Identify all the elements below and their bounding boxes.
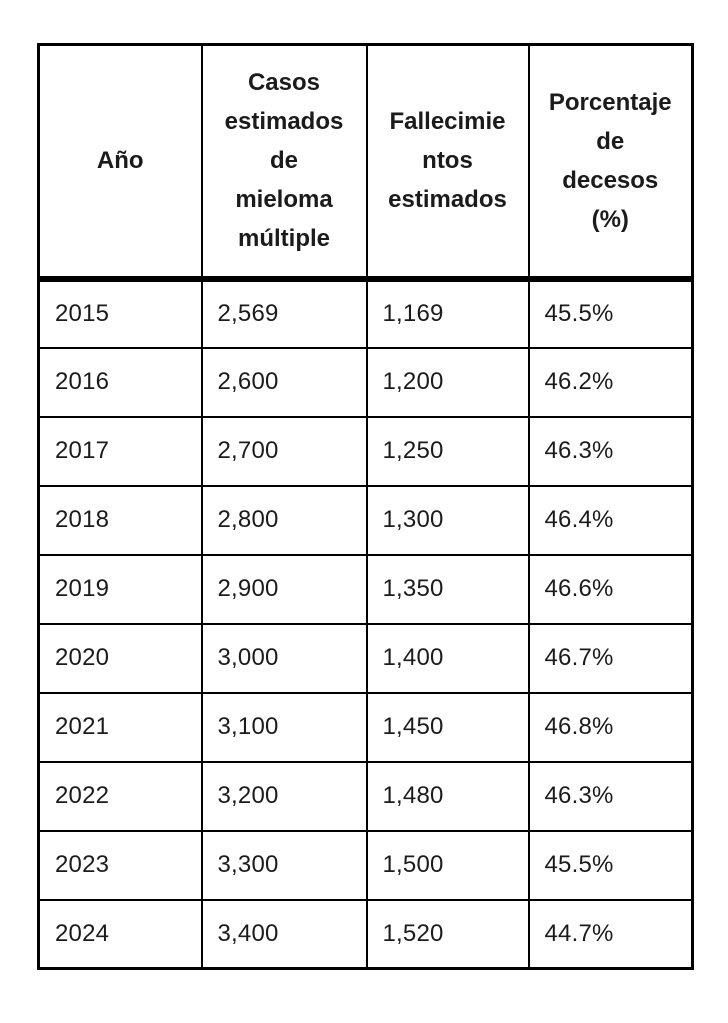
table-row: 2024 3,400 1,520 44.7% (37, 898, 694, 970)
cell-cases: 2,900 (200, 553, 368, 625)
cell-pct: 46.3% (527, 760, 694, 832)
cell-pct: 46.7% (527, 622, 694, 694)
col-header-estimated-cases: Casos estimados de mieloma múltiple (200, 43, 368, 282)
cell-deaths: 1,400 (365, 622, 530, 694)
cell-deaths: 1,520 (365, 898, 530, 970)
cell-cases: 2,600 (200, 346, 368, 418)
cell-pct: 46.6% (527, 553, 694, 625)
cell-deaths: 1,169 (365, 277, 530, 349)
table-row: 2020 3,000 1,400 46.7% (37, 622, 694, 694)
table-row: 2015 2,569 1,169 45.5% (37, 277, 694, 349)
table-row: 2019 2,900 1,350 46.6% (37, 553, 694, 625)
cell-cases: 3,200 (200, 760, 368, 832)
col-header-estimated-deaths: Fallecimie ntos estimados (365, 43, 530, 282)
cell-deaths: 1,350 (365, 553, 530, 625)
cell-deaths: 1,250 (365, 415, 530, 487)
cell-year: 2015 (37, 277, 203, 349)
myeloma-statistics-table: Año Casos estimados de mieloma múltiple … (37, 43, 694, 970)
cell-pct: 46.3% (527, 415, 694, 487)
cell-cases: 3,300 (200, 829, 368, 901)
cell-year: 2019 (37, 553, 203, 625)
cell-pct: 46.4% (527, 484, 694, 556)
table-row: 2017 2,700 1,250 46.3% (37, 415, 694, 487)
cell-year: 2016 (37, 346, 203, 418)
col-header-death-percentage: Porcentaje de decesos (%) (527, 43, 694, 282)
header-row: Año Casos estimados de mieloma múltiple … (37, 43, 694, 282)
cell-cases: 3,000 (200, 622, 368, 694)
cell-deaths: 1,500 (365, 829, 530, 901)
cell-year: 2020 (37, 622, 203, 694)
cell-year: 2018 (37, 484, 203, 556)
cell-deaths: 1,200 (365, 346, 530, 418)
cell-cases: 2,569 (200, 277, 368, 349)
cell-year: 2017 (37, 415, 203, 487)
cell-year: 2021 (37, 691, 203, 763)
table-row: 2018 2,800 1,300 46.4% (37, 484, 694, 556)
cell-deaths: 1,300 (365, 484, 530, 556)
cell-cases: 3,100 (200, 691, 368, 763)
cell-year: 2024 (37, 898, 203, 970)
cell-pct: 44.7% (527, 898, 694, 970)
cell-pct: 45.5% (527, 277, 694, 349)
cell-deaths: 1,450 (365, 691, 530, 763)
cell-pct: 46.2% (527, 346, 694, 418)
table-row: 2022 3,200 1,480 46.3% (37, 760, 694, 832)
cell-pct: 45.5% (527, 829, 694, 901)
cell-cases: 3,400 (200, 898, 368, 970)
table-row: 2021 3,100 1,450 46.8% (37, 691, 694, 763)
table-row: 2016 2,600 1,200 46.2% (37, 346, 694, 418)
cell-cases: 2,700 (200, 415, 368, 487)
cell-deaths: 1,480 (365, 760, 530, 832)
cell-cases: 2,800 (200, 484, 368, 556)
cell-year: 2023 (37, 829, 203, 901)
table-row: 2023 3,300 1,500 45.5% (37, 829, 694, 901)
cell-year: 2022 (37, 760, 203, 832)
cell-pct: 46.8% (527, 691, 694, 763)
col-header-year: Año (37, 43, 203, 282)
